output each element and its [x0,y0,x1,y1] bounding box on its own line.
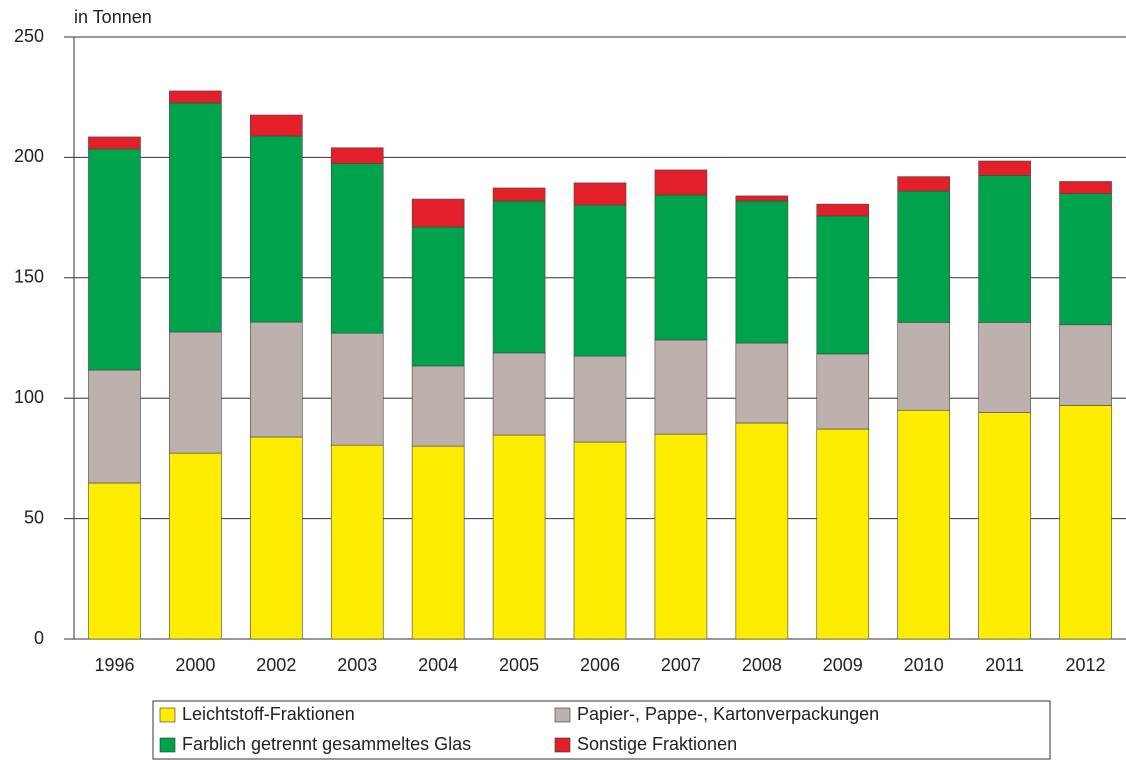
legend-label: Leichtstoff-Fraktionen [182,704,355,724]
bar-segment [492,187,546,202]
y-tick-label: 250 [14,26,44,46]
bar-segment [735,342,789,424]
bar-segment [1059,405,1112,640]
x-tick-label: 2000 [175,655,215,675]
bar-segment [88,148,141,371]
x-tick-label: 2008 [742,655,782,675]
bar-segment [411,198,465,228]
bar-segment [897,176,950,192]
x-tick-label: 1996 [94,655,134,675]
bar-segment [169,331,222,454]
legend-swatch [554,737,571,753]
x-tick-label: 2002 [256,655,296,675]
bar-segment [978,175,1031,323]
bar-segment [330,163,384,334]
bar-segment [250,321,303,438]
bar-segment [1059,193,1112,326]
bar-segment [978,160,1031,176]
y-tick-label: 150 [14,267,44,287]
bar-segment [654,169,708,196]
bar-segment [88,369,141,484]
x-tick-label: 2004 [418,655,458,675]
bar-segment [330,147,384,164]
legend-swatch [159,737,176,753]
bar-segment [978,322,1031,413]
legend-box [152,700,1051,760]
y-axis-label: in Tonnen [74,7,152,27]
bar-segment [735,195,789,202]
bar-segment [169,90,222,104]
bar-segment [1059,324,1112,406]
bar-segment [169,102,222,333]
bar-segment [735,200,789,344]
bar-segment [169,452,222,640]
bar-segment [735,422,789,640]
bar-segment [978,412,1031,640]
x-tick-label: 2012 [1066,655,1106,675]
x-tick-label: 2010 [904,655,944,675]
legend-swatch [554,707,571,723]
legend-label: Sonstige Fraktionen [577,734,737,754]
y-tick-label: 50 [24,507,44,527]
bar-segment [573,182,627,206]
bar-segment [411,365,465,447]
bar-segment [816,215,870,355]
bar-segment [654,433,708,640]
bar-segment [250,135,303,323]
x-tick-label: 2007 [661,655,701,675]
bar-segment [816,428,870,640]
bar-segment [654,194,708,341]
bar-segment [897,322,950,411]
bar-segment [330,444,384,640]
bar-segment [897,190,950,323]
bar-segment [573,441,627,640]
bar-segment [88,482,141,640]
bar-segment [816,353,870,430]
bar-segment [816,203,870,217]
bar-segment [411,226,465,367]
x-tick-label: 2006 [580,655,620,675]
y-tick-label: 0 [34,628,44,648]
x-tick-label: 2005 [499,655,539,675]
bar-segment [897,409,950,640]
bar-segment [492,352,546,436]
bar-segment [88,136,141,150]
bar-segment [411,445,465,640]
bar-segment [492,434,546,640]
x-tick-label: 2011 [985,655,1024,675]
bar-segment [250,114,303,137]
bar-segment [250,436,303,640]
y-tick-label: 200 [14,146,44,166]
bar-segment [330,332,384,446]
legend-label: Papier-, Pappe-, Kartonverpackungen [577,704,879,724]
bar-segment [654,339,708,435]
bar-segment [492,200,546,354]
bar-segment [1059,181,1112,194]
x-tick-label: 2003 [337,655,377,675]
bar-segment [573,204,627,357]
y-tick-label: 100 [14,387,44,407]
x-tick-label: 2009 [823,655,863,675]
legend-swatch [159,707,176,723]
bar-segment [573,355,627,443]
legend-label: Farblich getrennt gesammeltes Glas [182,734,471,754]
